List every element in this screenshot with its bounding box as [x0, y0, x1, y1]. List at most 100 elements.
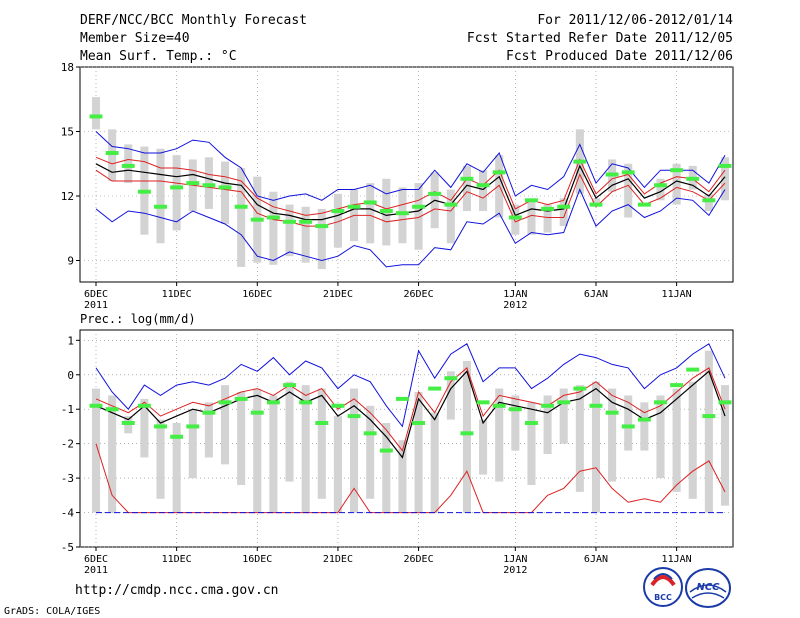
ensemble-box: [672, 163, 681, 205]
median-mark: [670, 168, 684, 173]
median-mark: [202, 183, 216, 188]
ensemble-box: [188, 409, 197, 479]
median-mark: [347, 414, 361, 419]
member-size: Member Size=40: [80, 31, 190, 46]
median-mark: [718, 400, 732, 405]
variable-label: Mean Surf. Temp.: °C: [80, 49, 237, 64]
median-mark: [379, 209, 393, 214]
median-mark: [541, 403, 555, 408]
median-mark: [154, 204, 167, 209]
ensemble-box: [301, 206, 310, 263]
ensemble-box: [237, 168, 246, 267]
median-mark: [654, 400, 667, 405]
ensemble-box: [350, 388, 359, 513]
median-mark: [379, 448, 393, 453]
precip-label: Prec.: log(mm/d): [80, 312, 196, 326]
ensemble-box: [333, 193, 342, 248]
median-mark: [492, 403, 506, 408]
source-url[interactable]: http://cmdp.ncc.cma.gov.cn: [75, 583, 279, 598]
median-mark: [250, 217, 264, 222]
median-mark: [444, 202, 458, 207]
median-mark: [105, 151, 119, 155]
ensemble-box: [108, 395, 117, 513]
median-mark: [718, 163, 732, 168]
ensemble-box: [656, 178, 665, 201]
ensemble-box: [720, 385, 730, 506]
median-mark: [218, 185, 232, 190]
median-mark: [589, 202, 603, 207]
median-mark: [331, 209, 345, 214]
median-mark: [121, 421, 135, 425]
median-mark: [557, 204, 571, 209]
plot-frame: [79, 329, 734, 548]
ensemble-box: [237, 392, 246, 485]
x-tick-label: 6JAN: [584, 554, 608, 565]
x-tick-label: 11DEC: [162, 289, 192, 300]
ensemble-box: [204, 402, 213, 458]
ensemble-box: [317, 388, 326, 499]
ensemble-box: [608, 388, 617, 482]
median-mark: [266, 215, 280, 220]
median-mark: [605, 410, 619, 415]
median-mark: [428, 191, 442, 196]
ensemble-box: [253, 388, 262, 513]
series-ensemble-mean: [95, 163, 726, 221]
ensemble-box: [398, 440, 407, 513]
produced-date: Fcst Produced Date 2011/12/06: [506, 49, 733, 64]
median-mark: [557, 400, 571, 405]
x-tick-year: 2011: [84, 565, 108, 576]
x-tick-year: 2012: [503, 300, 527, 311]
x-tick-label: 21DEC: [323, 289, 353, 300]
ensemble-box: [559, 388, 568, 444]
x-tick-label: 21DEC: [323, 554, 353, 565]
ensemble-box: [285, 204, 294, 257]
ensemble-box: [511, 395, 520, 451]
series-lower-inner: [95, 169, 726, 227]
x-tick-label: 26DEC: [404, 554, 434, 565]
ensemble-box: [479, 170, 488, 212]
ensemble-box: [382, 423, 391, 513]
median-mark: [137, 189, 151, 194]
ensemble-box: [672, 388, 681, 492]
forecast-period: For 2011/12/06-2012/01/14: [537, 13, 733, 28]
median-mark: [508, 407, 522, 412]
ensemble-box: [398, 187, 407, 244]
ensemble-box: [91, 97, 101, 130]
median-mark: [89, 403, 103, 408]
median-mark: [105, 407, 119, 412]
median-mark: [508, 215, 522, 220]
ensemble-box: [285, 381, 294, 482]
ensemble-box: [462, 165, 471, 212]
series-upper-inner: [95, 156, 726, 216]
plot-frame: [79, 66, 734, 283]
chart-title: DERF/NCC/BCC Monthly Forecast: [80, 13, 307, 28]
series-upper-outer: [95, 131, 726, 201]
median-mark: [589, 403, 603, 408]
median-mark: [250, 410, 264, 415]
ensemble-box: [366, 405, 375, 499]
ensemble-box: [704, 350, 713, 513]
ensemble-box: [543, 395, 552, 454]
x-tick-label: 11JAN: [662, 554, 692, 565]
series-lower-outer: [95, 188, 726, 268]
y-tick-label: -5: [61, 541, 74, 554]
x-tick-label: 11DEC: [162, 554, 192, 565]
median-mark: [347, 204, 361, 209]
y-tick-label: -1: [61, 403, 74, 416]
median-mark: [573, 386, 587, 391]
median-mark: [89, 114, 103, 119]
ensemble-box: [591, 198, 601, 203]
median-mark: [654, 183, 667, 188]
median-mark: [395, 211, 409, 216]
ensemble-box: [124, 144, 133, 184]
series-upper-outer: [95, 343, 726, 428]
ensemble-box: [269, 191, 278, 265]
ensemble-box: [430, 412, 439, 513]
median-mark: [702, 414, 716, 419]
median-mark: [525, 421, 538, 425]
median-mark: [686, 176, 700, 181]
ensemble-box: [446, 371, 455, 420]
median-mark: [234, 396, 248, 401]
ensemble-box: [140, 398, 149, 458]
